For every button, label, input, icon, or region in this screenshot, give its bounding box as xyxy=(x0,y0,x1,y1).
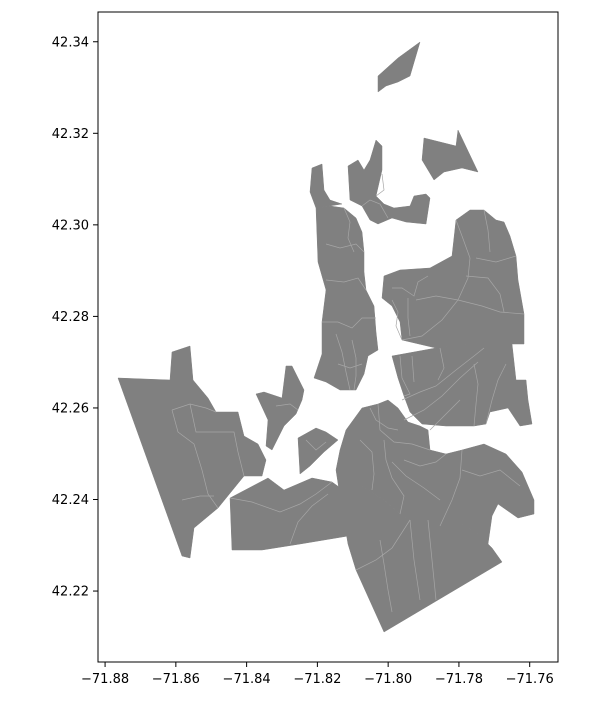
region-west-central xyxy=(255,365,305,451)
x-axis: −71.88 −71.86 −71.84 −71.82 −71.80 −71.78 −71.… xyxy=(81,662,554,687)
y-tick-label: 42.26 xyxy=(52,401,89,416)
x-tick-label: −71.84 xyxy=(223,672,271,687)
x-tick-label: −71.80 xyxy=(364,672,412,687)
axes: −71.88 −71.86 −71.84 −71.82 −71.80 −71.78 −71.… xyxy=(52,11,559,687)
y-tick-label: 42.24 xyxy=(52,493,89,508)
region-southeast xyxy=(461,443,535,545)
x-tick-label: −71.86 xyxy=(152,672,200,687)
region-west xyxy=(117,345,267,559)
y-tick-label: 42.22 xyxy=(52,585,89,600)
y-tick-label: 42.34 xyxy=(52,35,89,50)
region-north-strip xyxy=(313,205,379,391)
region-north-cluster xyxy=(347,139,431,225)
region-northwest-tip xyxy=(309,163,343,209)
region-northeast-island xyxy=(421,129,479,181)
region-east-central xyxy=(391,343,533,427)
region-central-island xyxy=(297,427,339,475)
x-tick-label: −71.78 xyxy=(435,672,483,687)
boundary-lines xyxy=(171,173,525,613)
x-tick-label: −71.76 xyxy=(506,672,554,687)
region-southwest xyxy=(229,477,357,551)
y-axis: 42.34 42.32 42.30 42.28 42.26 42.24 42.22 xyxy=(52,35,98,600)
plot-frame xyxy=(97,11,559,663)
region-top-island xyxy=(377,41,421,93)
y-tick-label: 42.28 xyxy=(52,310,89,325)
x-tick-label: −71.82 xyxy=(293,672,341,687)
region-northeast xyxy=(381,209,525,349)
regions-layer xyxy=(117,41,535,633)
x-tick-label: −71.88 xyxy=(81,672,129,687)
y-tick-label: 42.32 xyxy=(52,127,89,142)
y-tick-label: 42.30 xyxy=(52,218,89,233)
